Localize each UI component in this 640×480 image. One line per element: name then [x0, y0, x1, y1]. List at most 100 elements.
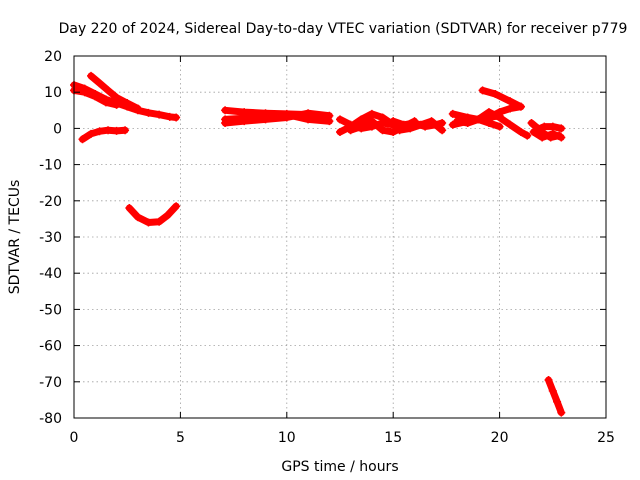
y-tick-label: -30: [39, 230, 62, 246]
series-line: [87, 72, 142, 112]
x-tick-label: 25: [597, 430, 615, 446]
data-point: [548, 386, 557, 395]
series-line: [479, 86, 525, 111]
data-point: [112, 126, 121, 135]
y-tick-label: 10: [44, 85, 62, 101]
data-point: [304, 109, 313, 118]
data-point: [478, 86, 487, 95]
series-arc4: [78, 126, 130, 144]
series-line: [530, 128, 565, 141]
series-line: [485, 103, 525, 121]
data-point: [221, 118, 230, 127]
data-point: [163, 211, 172, 220]
data-point: [378, 126, 387, 135]
data-point: [121, 126, 130, 135]
data-point: [438, 118, 447, 127]
x-tick-label: 15: [384, 430, 402, 446]
series-arc5: [125, 202, 181, 227]
x-tick-label: 20: [491, 430, 509, 446]
data-point: [155, 110, 164, 119]
data-point: [282, 113, 291, 122]
data-point: [172, 113, 181, 122]
data-point: [516, 102, 525, 111]
x-axis-label: GPS time / hours: [281, 459, 398, 475]
data-point: [104, 86, 113, 95]
data-point: [463, 118, 472, 127]
x-tick-label: 0: [70, 430, 79, 446]
axis-ticks: [73, 55, 607, 419]
data-point: [557, 124, 566, 133]
data-point: [416, 120, 425, 129]
series-arc3: [87, 71, 142, 113]
data-point: [491, 90, 500, 99]
series-arc13: [395, 117, 447, 135]
data-point: [484, 113, 493, 122]
x-tick-label: 10: [278, 430, 296, 446]
x-tick-label: 5: [176, 430, 185, 446]
series-arc18: [484, 102, 525, 122]
series-arc21: [531, 122, 566, 135]
data-point: [336, 128, 344, 137]
data-point: [553, 397, 562, 406]
data-point: [123, 99, 132, 108]
data-point: [367, 109, 376, 118]
data-point: [336, 115, 344, 124]
data-point: [506, 120, 515, 129]
data-point: [101, 98, 110, 107]
y-axis-label: SDTVAR / TECUs: [7, 180, 23, 295]
data-point: [95, 79, 104, 88]
data-point: [155, 217, 164, 226]
data-point: [104, 126, 113, 135]
data-point: [548, 122, 557, 131]
y-tick-labels: -80 -70 -60 -50 -40 -30 -20 -10 0 10 20: [39, 49, 62, 427]
data-point: [378, 113, 387, 122]
data-point: [523, 131, 532, 140]
data-point: [95, 127, 104, 136]
chart-title: Day 220 of 2024, Sidereal Day-to-day VTE…: [59, 21, 628, 37]
data-point: [557, 133, 566, 142]
data-point: [474, 115, 483, 124]
data-point: [448, 109, 457, 118]
data-point: [448, 120, 457, 129]
data-point: [540, 122, 549, 131]
series-arc22: [544, 375, 566, 417]
series-line: [545, 376, 565, 417]
data-point: [112, 100, 121, 109]
data-point: [495, 122, 504, 131]
data-point: [346, 126, 355, 135]
data-point: [538, 133, 547, 142]
data-point: [91, 92, 100, 101]
data-point: [506, 104, 515, 113]
data-point: [87, 71, 96, 80]
data-point: [389, 128, 398, 137]
y-tick-label: -10: [39, 158, 62, 174]
y-tick-label: -70: [39, 375, 62, 391]
data-point: [144, 218, 153, 227]
data-point: [531, 126, 540, 135]
data-point: [125, 204, 134, 213]
data-point: [357, 122, 366, 131]
series-line: [125, 202, 180, 226]
data-point: [367, 117, 376, 126]
data-point: [221, 106, 230, 115]
data-point: [395, 126, 404, 135]
data-point: [453, 117, 462, 126]
series-arc20: [529, 128, 566, 142]
data-point: [527, 118, 536, 127]
data-point: [112, 93, 121, 102]
y-tick-label: 20: [44, 49, 62, 65]
y-tick-label: -40: [39, 266, 62, 282]
data-point: [438, 126, 447, 135]
data-point: [495, 108, 504, 117]
data-point: [261, 115, 270, 124]
data-point: [133, 104, 142, 113]
data-point: [240, 117, 249, 126]
data-point: [357, 115, 366, 124]
data-point: [548, 129, 557, 138]
x-tick-labels: 0 5 10 15 20 25: [70, 430, 615, 446]
series-layer: [70, 71, 566, 417]
data-point: [389, 117, 398, 126]
data-point: [78, 135, 87, 144]
